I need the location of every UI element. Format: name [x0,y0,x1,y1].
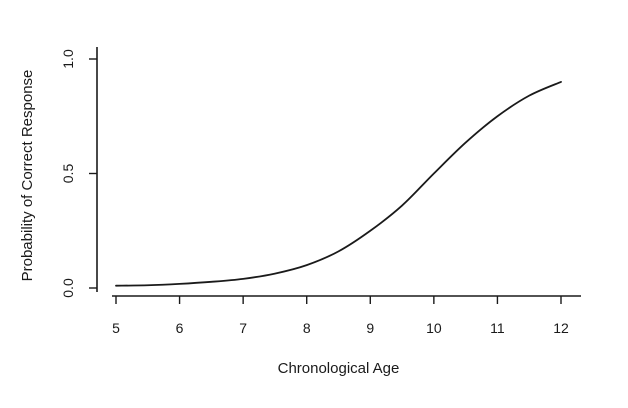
x-tick-label: 12 [553,320,569,336]
axes-layer [96,47,581,297]
x-tick-label: 11 [490,320,505,336]
x-tick-label: 5 [112,320,120,336]
x-tick-label: 8 [303,320,311,336]
y-tick-label: 1.0 [60,49,76,69]
x-tick-label: 9 [366,320,374,336]
x-tick-label: 7 [239,320,247,336]
x-tick-label: 6 [176,320,184,336]
y-tick-label: 0.5 [60,164,76,184]
x-tick-label: 10 [426,320,442,336]
y-axis-title: Probability of Correct Response [19,70,36,282]
probability-curve-line [115,81,562,287]
y-tick-label: 0.0 [60,278,76,298]
ticks-layer: 5 6 7 8 9 10 11 12 0.0 0.5 1.0 [60,49,569,336]
series-layer [115,81,562,287]
x-axis-title: Chronological Age [278,360,400,377]
